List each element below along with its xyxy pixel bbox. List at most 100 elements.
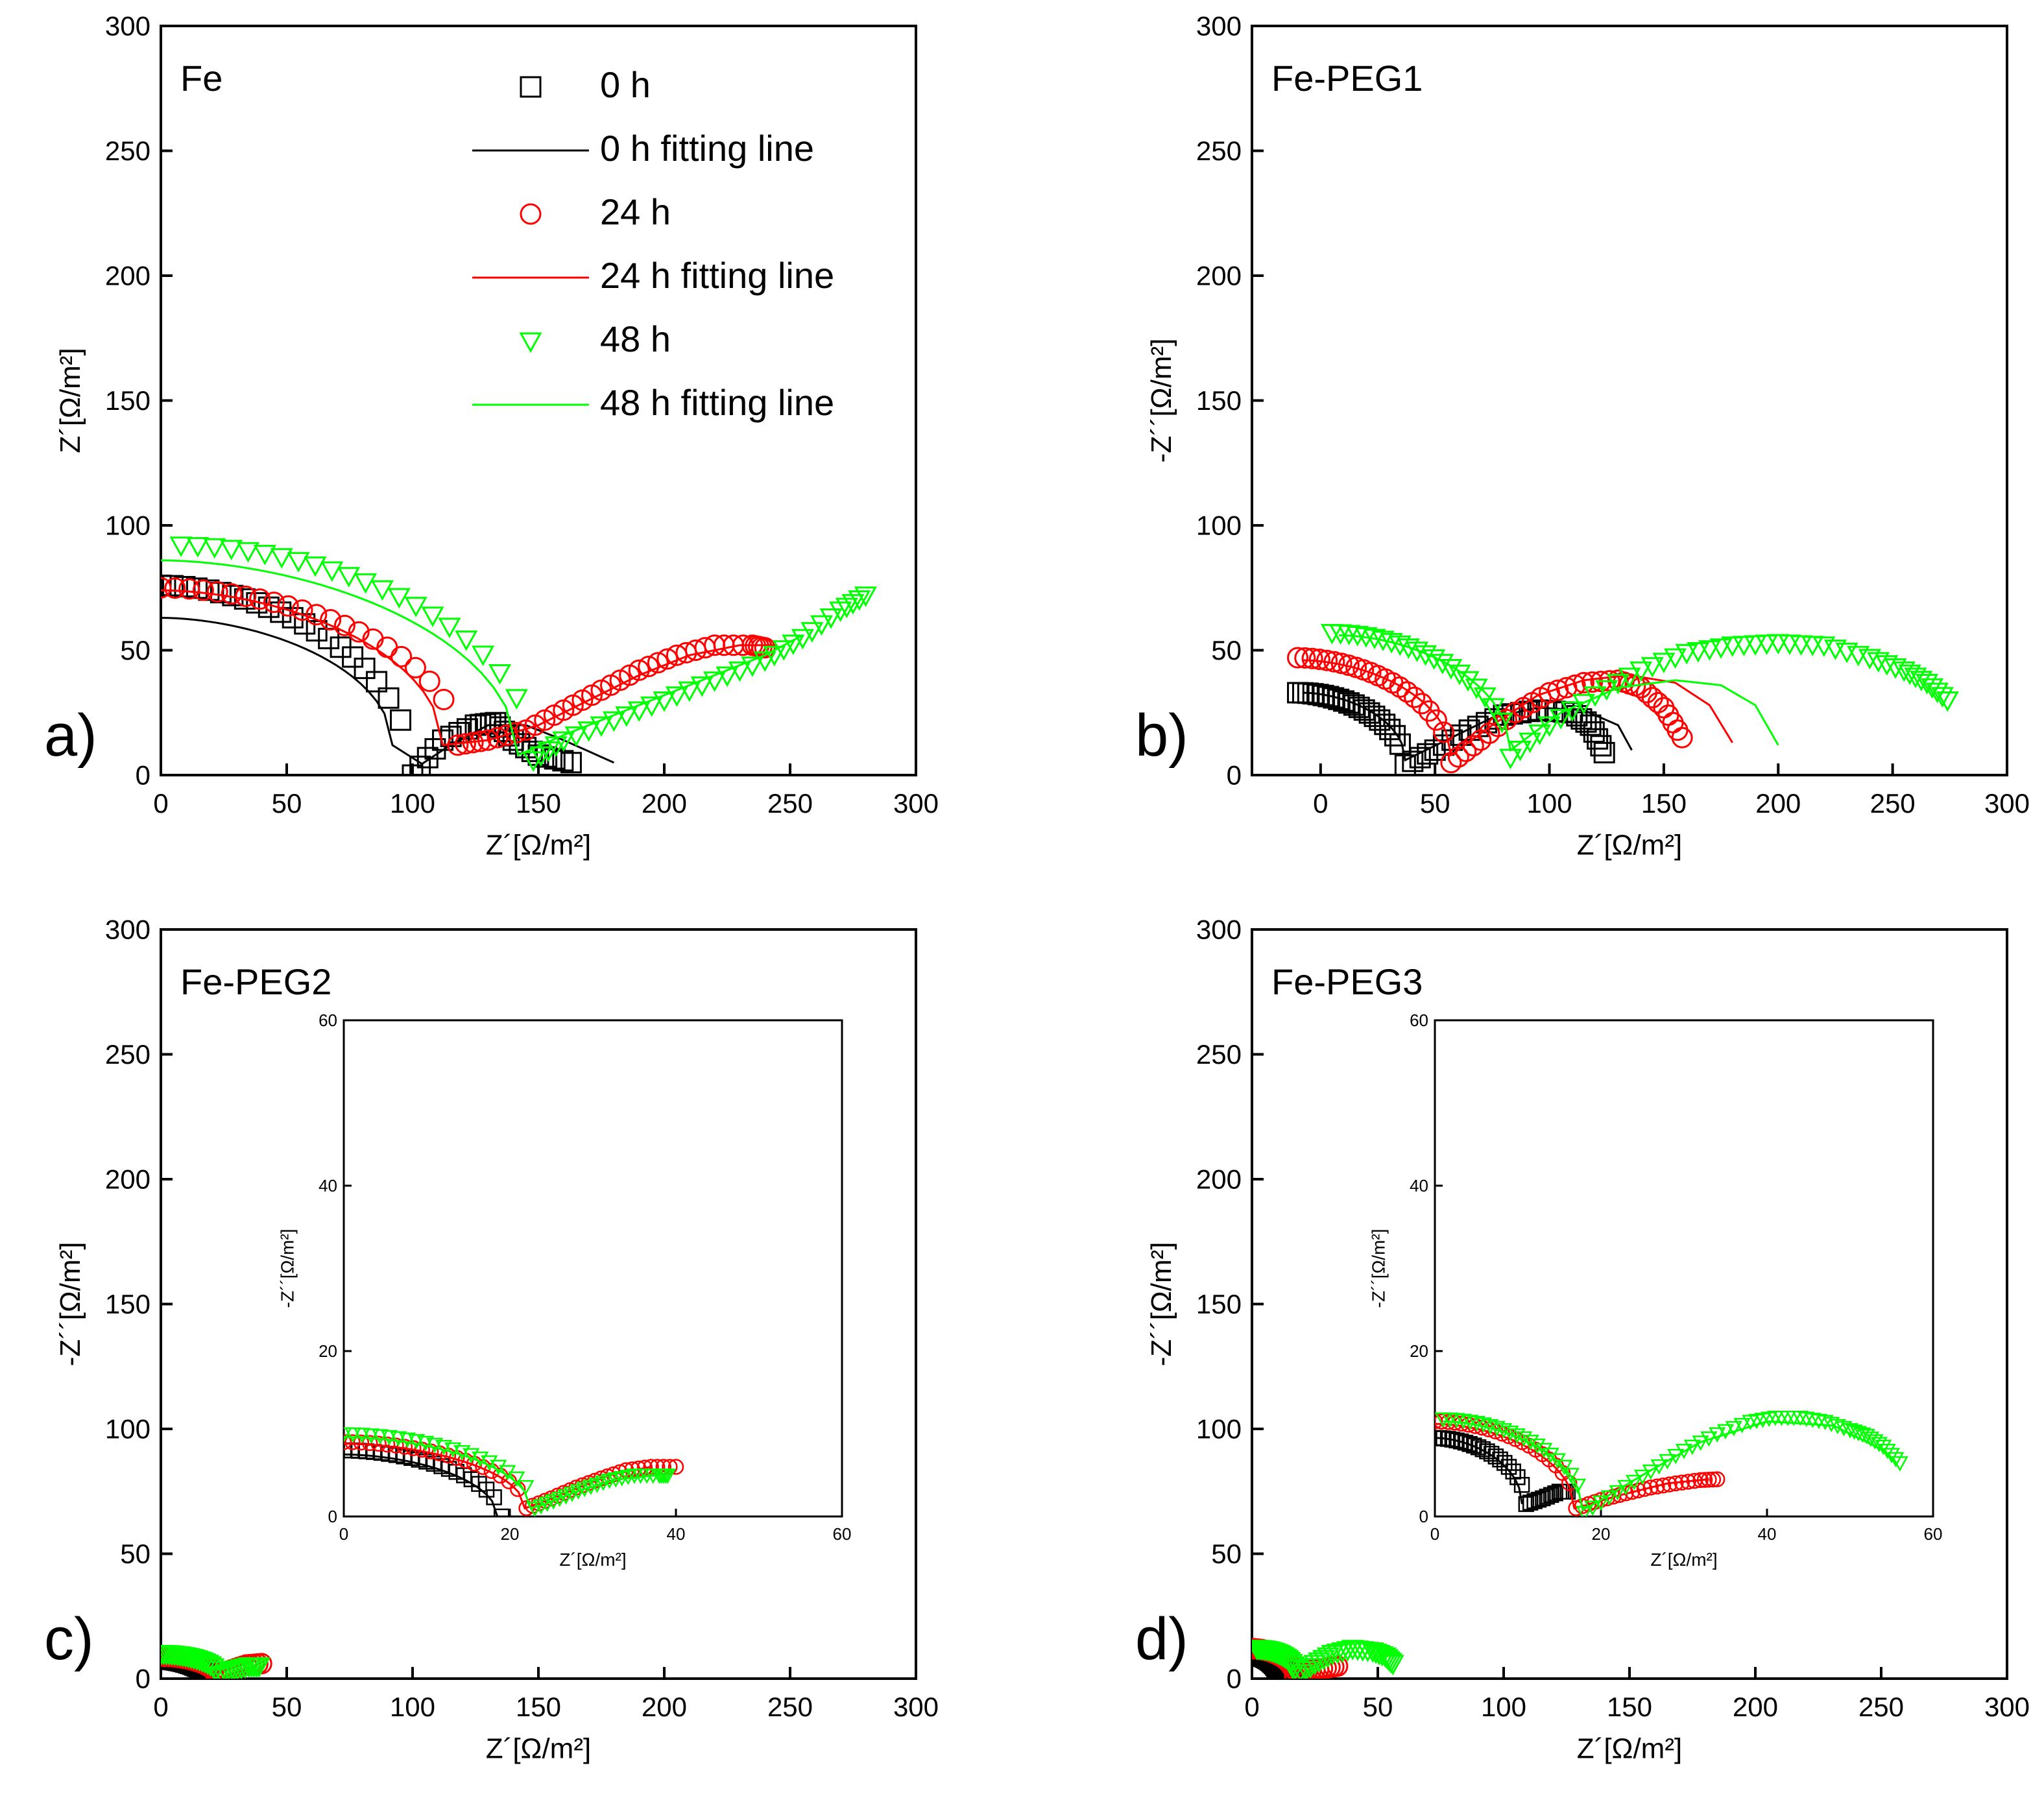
data-point — [1381, 1655, 1404, 1675]
y-tick-label: 50 — [1211, 635, 1242, 665]
data-point — [1286, 1667, 1309, 1679]
x-tick-label: 100 — [1527, 788, 1572, 819]
x-tick-label: 0 — [153, 1692, 168, 1722]
x-tick-label: 100 — [390, 788, 435, 819]
y-tick-label: 300 — [1196, 915, 1242, 945]
inset: 0 20 40 60 0 20 40 60 Z´[Ω/m²] -Z´´[Ω/m²] — [277, 1011, 851, 1570]
data-point — [1312, 1649, 1336, 1671]
x-tick-label: 250 — [767, 788, 813, 819]
data-point — [192, 579, 214, 601]
data-point — [304, 556, 327, 577]
data-point — [342, 646, 364, 668]
data-point — [1447, 746, 1469, 768]
x-tick-label: 200 — [1733, 1692, 1778, 1722]
inset-data-point — [1636, 1481, 1653, 1497]
inset-data-point — [1483, 1446, 1500, 1462]
data-point — [409, 756, 431, 775]
inset-data-point — [1659, 1454, 1676, 1470]
data-point — [455, 630, 478, 651]
data-point — [1326, 1644, 1349, 1664]
inset-data-point — [380, 1430, 398, 1446]
inset-data-point — [1630, 1482, 1646, 1499]
fit-line — [161, 559, 804, 757]
inset-data-point — [1584, 1500, 1602, 1516]
data-point — [763, 645, 786, 667]
data-point — [1303, 1655, 1327, 1675]
data-point — [370, 580, 394, 601]
data-point — [1389, 733, 1411, 755]
inset-data-point — [1862, 1432, 1880, 1447]
inset-fit-line — [344, 1436, 660, 1510]
x-tick-label: 200 — [642, 788, 687, 819]
inset-data-point — [408, 1434, 426, 1450]
inset-data-point — [1725, 1420, 1742, 1437]
y-tick-label: 200 — [1196, 1164, 1242, 1195]
inset-data-point — [344, 1427, 362, 1443]
y-tick-label: 200 — [1196, 261, 1242, 291]
inset-data-point — [1882, 1448, 1901, 1463]
data-point — [402, 764, 424, 775]
inset-data-point — [1733, 1418, 1751, 1433]
inset-x-tick-label: 60 — [1924, 1524, 1943, 1544]
y-tick-label: 50 — [120, 635, 150, 665]
data-point — [1789, 635, 1813, 656]
inset-x-axis-label: Z´[Ω/m²] — [559, 1550, 626, 1570]
y-tick-label: 150 — [1196, 1289, 1242, 1319]
x-tick-label: 150 — [516, 788, 561, 819]
y-tick-label: 150 — [1196, 385, 1242, 416]
inset-data-point — [371, 1429, 389, 1445]
data-point — [1936, 691, 1959, 712]
inset-data-point — [344, 1434, 361, 1450]
inset-data-point — [1792, 1410, 1809, 1426]
data-point — [1490, 712, 1514, 734]
legend-label: 48 h — [600, 318, 671, 359]
y-tick-label: 300 — [105, 11, 150, 42]
data-point — [1778, 634, 1801, 656]
data-point — [1618, 667, 1641, 689]
inset-data-point — [344, 1427, 353, 1443]
data-point — [628, 659, 650, 681]
inset-data-point — [362, 1428, 380, 1444]
data-point — [1294, 1661, 1317, 1679]
legend-swatch-marker — [520, 203, 542, 225]
data-point — [1299, 1658, 1322, 1679]
data-point — [1270, 1646, 1293, 1668]
inset-x-tick-label: 40 — [667, 1524, 686, 1544]
data-point — [1910, 671, 1933, 691]
data-point — [320, 561, 344, 582]
data-point — [1641, 687, 1663, 709]
data-point — [640, 696, 664, 717]
data-point — [1321, 1645, 1344, 1666]
y-tick-label: 100 — [105, 1414, 150, 1444]
fit-line — [1302, 691, 1633, 762]
inset-x-axis-label: Z´[Ω/m²] — [1650, 1550, 1717, 1570]
inset-fit-line — [344, 1453, 499, 1516]
inset-data-point — [361, 1435, 378, 1452]
inset-x-tick-label: 20 — [501, 1524, 520, 1544]
data-point — [835, 597, 858, 619]
y-tick-label: 100 — [1196, 1414, 1242, 1444]
x-tick-label: 200 — [1755, 788, 1801, 819]
data-point — [1732, 636, 1755, 656]
series-layer — [161, 536, 877, 775]
y-axis-label: -Z´´[Ω/m²] — [1146, 1242, 1177, 1367]
y-axis-label: -Z´´[Ω/m²] — [54, 1242, 86, 1367]
inset-data-point — [1593, 1492, 1609, 1508]
inset-data-point — [1618, 1485, 1634, 1502]
data-point — [1709, 638, 1733, 659]
inset-data-point — [1454, 1413, 1473, 1430]
inset-data-point — [1804, 1413, 1822, 1428]
inset-data-point — [1569, 1478, 1587, 1494]
data-point — [782, 634, 805, 656]
data-point — [638, 656, 660, 678]
panel-letter: a) — [44, 702, 97, 769]
data-point — [390, 709, 412, 731]
inset-data-point — [1468, 1416, 1485, 1432]
data-point — [1898, 664, 1921, 686]
inset-data-point — [1816, 1415, 1834, 1430]
data-point — [741, 656, 764, 677]
data-point — [1647, 691, 1669, 713]
data-point — [1528, 725, 1552, 745]
inset-y-tick-label: 20 — [1410, 1341, 1428, 1361]
